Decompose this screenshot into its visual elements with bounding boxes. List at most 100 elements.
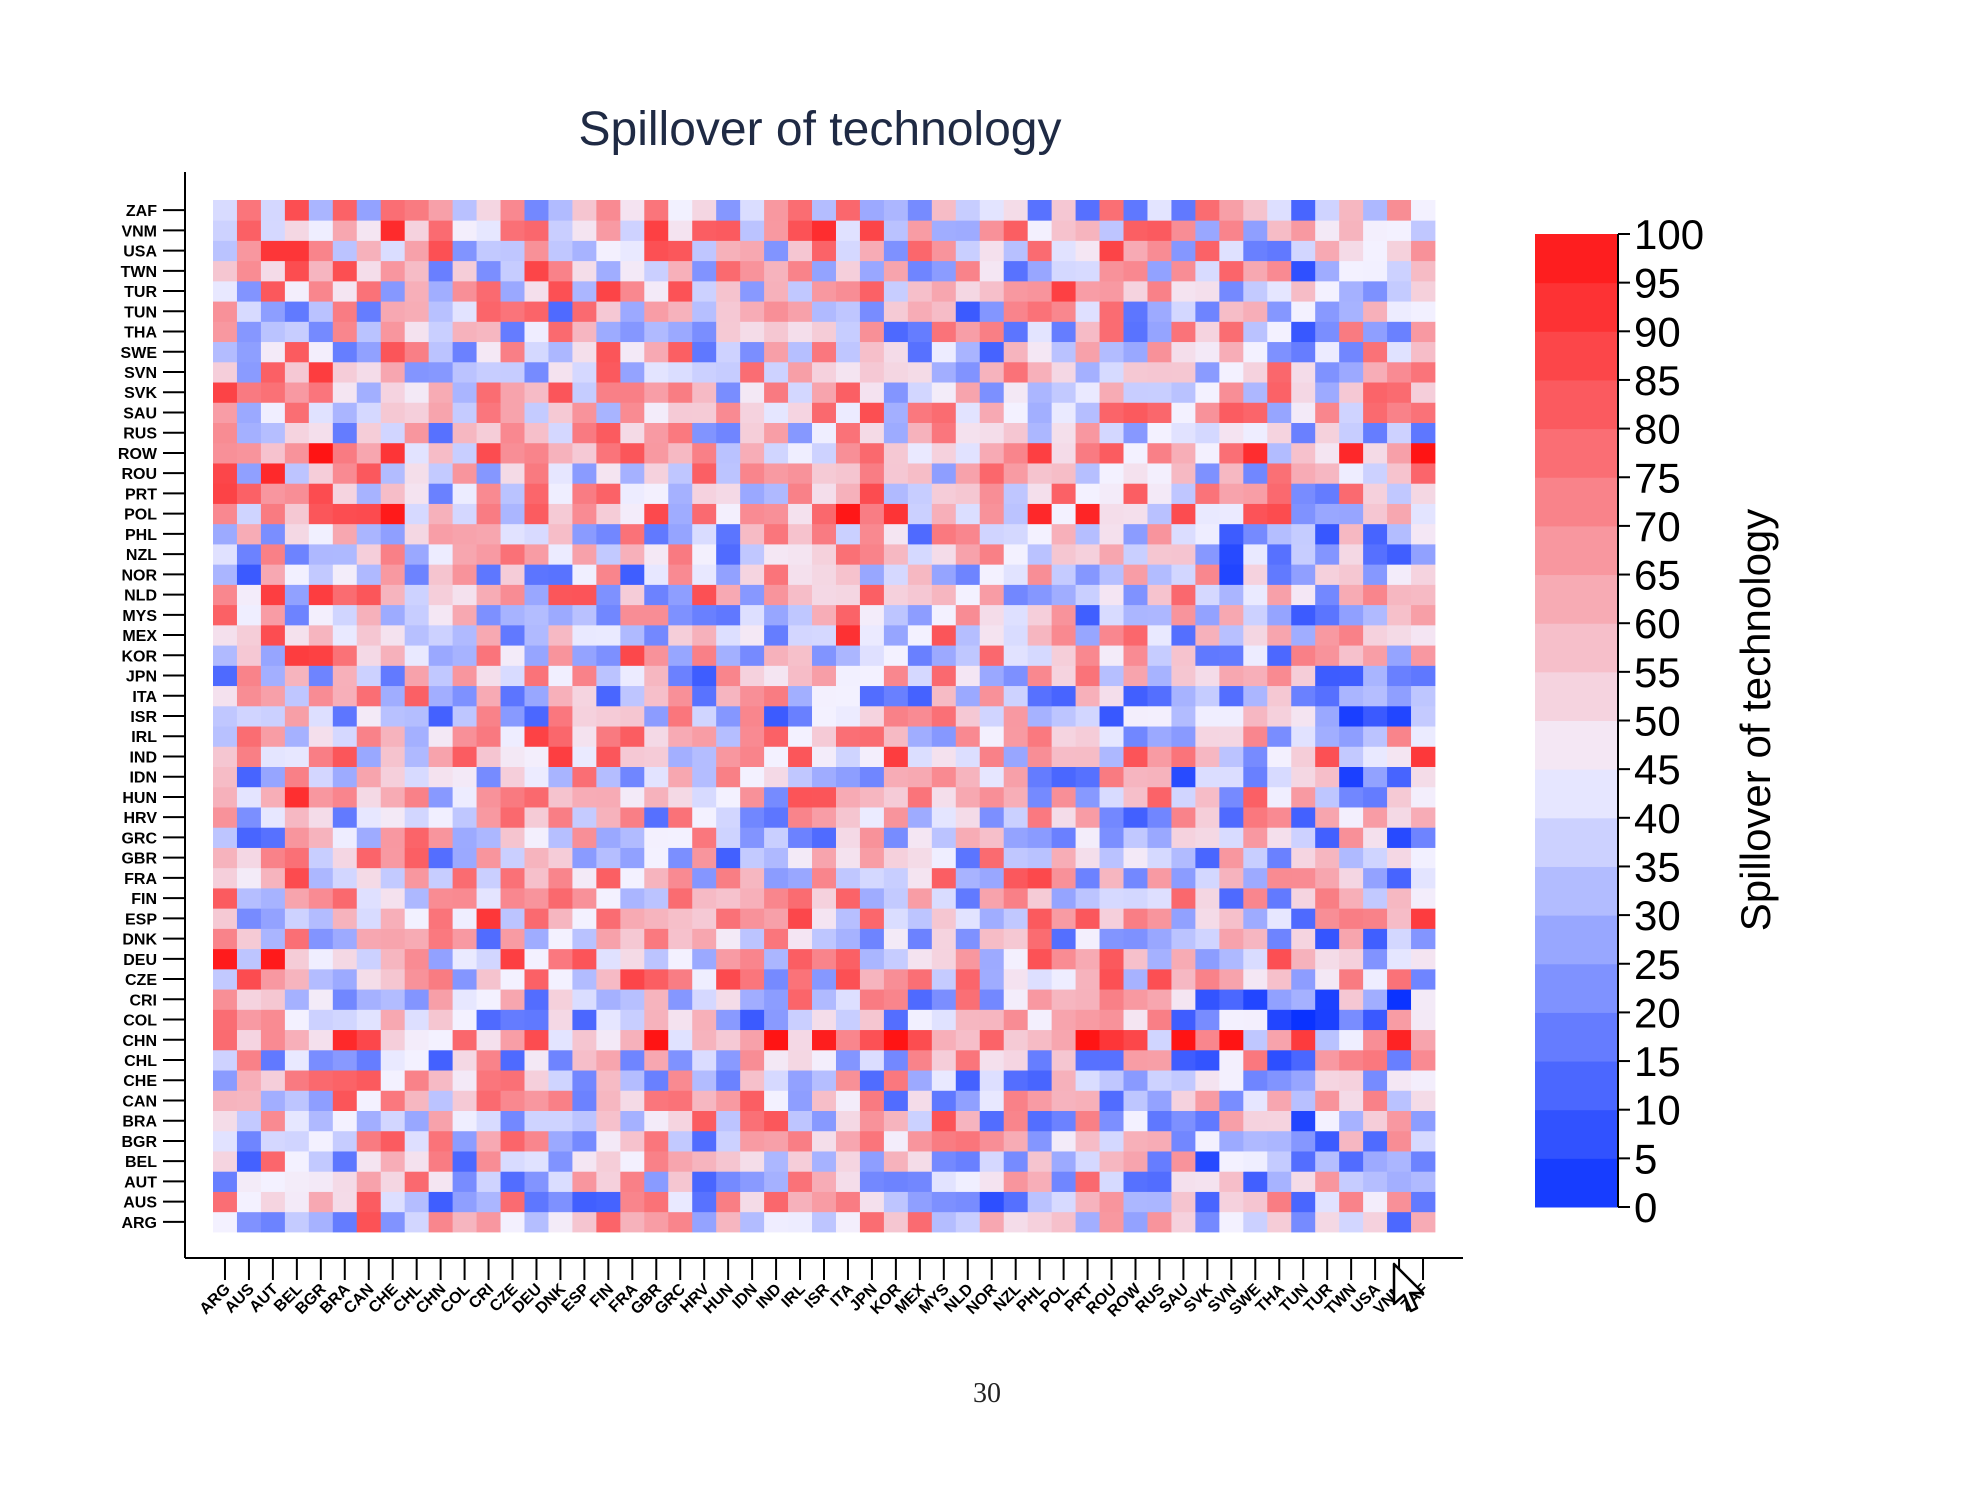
heatmap-cell	[620, 1151, 645, 1172]
heatmap-cell	[1219, 766, 1244, 788]
colorbar-segment	[1535, 915, 1618, 965]
heatmap-cell	[380, 746, 406, 767]
y-tick-label: CHL	[124, 1053, 157, 1070]
heatmap-cell	[548, 645, 573, 666]
heatmap-cell	[236, 564, 262, 585]
heatmap-cell	[308, 1090, 334, 1111]
heatmap-cell	[404, 1211, 430, 1233]
heatmap-cell	[1339, 483, 1364, 504]
heatmap-cell	[452, 1009, 477, 1031]
heatmap-cell	[716, 888, 741, 909]
heatmap-cell	[284, 645, 310, 666]
heatmap-cell	[428, 685, 454, 707]
heatmap-cell	[1075, 989, 1100, 1010]
heatmap-cell	[1003, 422, 1029, 444]
heatmap-cell	[1003, 361, 1029, 383]
heatmap-cell	[1171, 220, 1196, 241]
heatmap-cell	[380, 1171, 406, 1192]
heatmap-cell	[1147, 685, 1172, 707]
heatmap-cell	[1315, 1049, 1340, 1071]
heatmap-cell	[500, 1009, 525, 1031]
heatmap-cell	[332, 1110, 358, 1132]
heatmap-cell	[788, 807, 813, 828]
heatmap-cell	[1051, 382, 1076, 403]
heatmap-cell	[1147, 705, 1172, 727]
heatmap-cell	[476, 1009, 501, 1031]
heatmap-cell	[1195, 1090, 1220, 1111]
heatmap-cell	[524, 1090, 549, 1111]
heatmap-cell	[1051, 604, 1076, 626]
heatmap-cell	[236, 908, 262, 929]
heatmap-cell	[1291, 442, 1316, 464]
heatmap-cell	[572, 544, 597, 565]
heatmap-cell	[1387, 301, 1412, 322]
heatmap-cell	[1195, 604, 1220, 626]
heatmap-cell	[1339, 564, 1364, 585]
heatmap-cell	[260, 908, 286, 929]
heatmap-cell	[907, 1211, 933, 1233]
heatmap-cell	[404, 888, 430, 909]
y-tick-label: ITA	[132, 689, 157, 706]
heatmap-cell	[1099, 1009, 1124, 1031]
heatmap-cell	[548, 827, 573, 848]
heatmap-cell	[284, 847, 310, 869]
heatmap-cell	[1243, 422, 1268, 444]
heatmap-cell	[716, 786, 741, 808]
heatmap-cell	[524, 705, 549, 727]
heatmap-cell	[620, 564, 645, 585]
heatmap-cell	[955, 1029, 981, 1051]
heatmap-cell	[1387, 1090, 1412, 1111]
heatmap-cell	[1315, 523, 1340, 545]
heatmap-cell	[404, 1049, 430, 1071]
heatmap-cell	[572, 1029, 597, 1051]
heatmap-cell	[308, 705, 334, 727]
heatmap-cell	[835, 867, 861, 889]
heatmap-cell	[644, 685, 669, 707]
heatmap-cell	[428, 422, 454, 444]
heatmap-cell	[404, 200, 430, 221]
heatmap-cell	[979, 220, 1005, 241]
heatmap-cell	[213, 1070, 238, 1091]
heatmap-cell	[1027, 301, 1053, 322]
heatmap-cell	[236, 726, 262, 747]
heatmap-cell	[596, 665, 621, 687]
heatmap-cell	[428, 624, 454, 646]
heatmap-cell	[1243, 1130, 1268, 1152]
heatmap-cell	[596, 523, 621, 545]
heatmap-cell	[1411, 584, 1436, 606]
heatmap-cell	[931, 321, 957, 343]
heatmap-cell	[883, 968, 909, 990]
heatmap-cell	[1051, 948, 1076, 970]
heatmap-cell	[788, 726, 813, 747]
heatmap-cell	[1243, 1090, 1268, 1111]
heatmap-cell	[236, 523, 262, 545]
heatmap-cell	[1243, 402, 1268, 423]
heatmap-cell	[1147, 1049, 1172, 1071]
heatmap-cell	[332, 827, 358, 848]
heatmap-cell	[788, 321, 813, 343]
heatmap-cell	[1387, 341, 1412, 363]
heatmap-cell	[859, 483, 885, 504]
heatmap-cell	[644, 321, 669, 343]
heatmap-cell	[428, 503, 454, 525]
heatmap-cell	[213, 1211, 238, 1233]
heatmap-cell	[955, 786, 981, 808]
heatmap-cell	[500, 746, 525, 767]
heatmap-cell	[548, 260, 573, 282]
heatmap-cell	[1411, 1151, 1436, 1172]
heatmap-cell	[260, 280, 286, 302]
heatmap-cell	[1339, 888, 1364, 909]
heatmap-cell	[1099, 523, 1124, 545]
heatmap-cell	[812, 968, 837, 990]
heatmap-cell	[740, 867, 765, 889]
heatmap-cell	[1339, 442, 1364, 464]
heatmap-cell	[859, 746, 885, 767]
heatmap-cell	[955, 1090, 981, 1111]
y-tick-label: GRC	[121, 830, 157, 847]
heatmap-cell	[1003, 665, 1029, 687]
heatmap-cell	[476, 968, 501, 990]
heatmap-cell	[883, 1211, 909, 1233]
heatmap-cell	[236, 948, 262, 970]
heatmap-cell	[1219, 786, 1244, 808]
heatmap-cell	[1171, 1151, 1196, 1172]
